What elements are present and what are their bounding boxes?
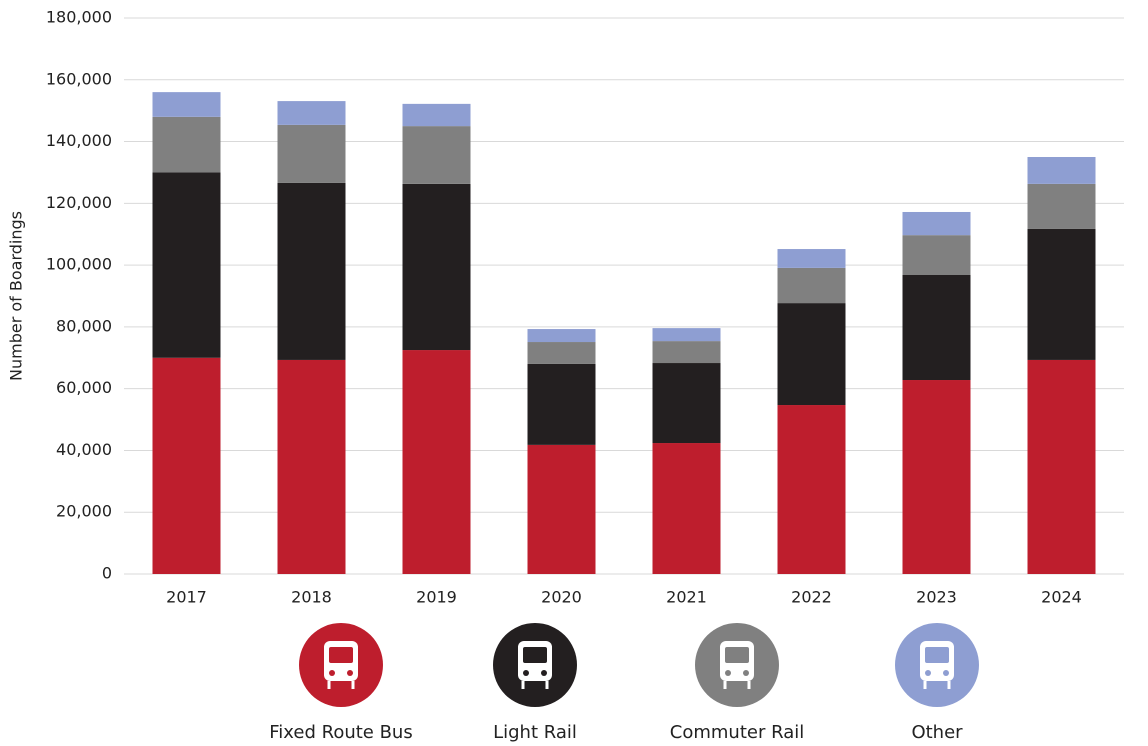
y-tick-label: 0 — [102, 564, 112, 583]
legend-icon — [324, 641, 358, 689]
bar-segment — [777, 267, 846, 304]
bar-segment — [277, 124, 346, 183]
legend-label: Other — [911, 722, 963, 743]
bar-segment — [152, 357, 221, 574]
x-tick-label: 2017 — [166, 588, 207, 607]
icon-light — [725, 670, 731, 676]
icon-window — [523, 647, 547, 663]
bar-segment — [152, 172, 221, 358]
bar-segment — [277, 359, 346, 574]
y-tick-label: 100,000 — [46, 255, 112, 274]
x-tick-label: 2021 — [666, 588, 707, 607]
bar-segment — [152, 92, 221, 117]
y-tick-label: 20,000 — [56, 502, 112, 521]
x-tick-label: 2020 — [541, 588, 582, 607]
y-tick-label: 60,000 — [56, 378, 112, 397]
x-tick-label: 2024 — [1041, 588, 1082, 607]
bar-segment — [402, 126, 471, 184]
legend-label: Fixed Route Bus — [269, 722, 412, 743]
y-tick-label: 140,000 — [46, 131, 112, 150]
bar-segment — [402, 103, 471, 127]
icon-window — [925, 647, 949, 663]
y-tick-label: 80,000 — [56, 316, 112, 335]
icon-light — [943, 670, 949, 676]
bar-segment — [527, 342, 596, 364]
x-tick-label: 2022 — [791, 588, 832, 607]
bar-segment — [152, 116, 221, 173]
bar-segment — [652, 328, 721, 342]
bar-segment — [902, 235, 971, 275]
icon-light — [523, 670, 529, 676]
y-tick-label: 180,000 — [46, 8, 112, 27]
bar-segment — [1027, 359, 1096, 574]
icon-light — [329, 670, 335, 676]
legend-icon — [518, 641, 552, 689]
bar-segment — [652, 443, 721, 574]
legend-label: Light Rail — [493, 722, 577, 743]
legend-icon — [920, 641, 954, 689]
bar-segment — [277, 101, 346, 125]
icon-light — [347, 670, 353, 676]
bar-segment — [527, 444, 596, 574]
y-tick-label: 160,000 — [46, 69, 112, 88]
icon-light — [925, 670, 931, 676]
bar-segment — [1027, 183, 1096, 229]
legend-icon — [720, 641, 754, 689]
x-tick-label: 2018 — [291, 588, 332, 607]
y-tick-label: 120,000 — [46, 193, 112, 212]
bar-segment — [777, 405, 846, 574]
bar-segment — [652, 341, 721, 364]
icon-light — [541, 670, 547, 676]
bar-segment — [902, 274, 971, 381]
icon-window — [725, 647, 749, 663]
bar-segment — [777, 303, 846, 406]
icon-window — [329, 647, 353, 663]
icon-light — [743, 670, 749, 676]
bar-segment — [777, 249, 846, 268]
y-tick-label: 40,000 — [56, 440, 112, 459]
x-tick-label: 2019 — [416, 588, 457, 607]
bar-segment — [402, 350, 471, 574]
x-tick-label: 2023 — [916, 588, 957, 607]
bar-segment — [902, 380, 971, 574]
legend-label: Commuter Rail — [670, 722, 804, 743]
y-axis-label: Number of Boardings — [7, 211, 26, 381]
bar-segment — [652, 363, 721, 444]
bar-segment — [1027, 157, 1096, 184]
bar-segment — [527, 363, 596, 445]
bar-segment — [1027, 228, 1096, 360]
bar-segment — [277, 182, 346, 360]
bar-segment — [902, 211, 971, 236]
bar-segment — [402, 183, 471, 351]
bar-segment — [527, 329, 596, 343]
